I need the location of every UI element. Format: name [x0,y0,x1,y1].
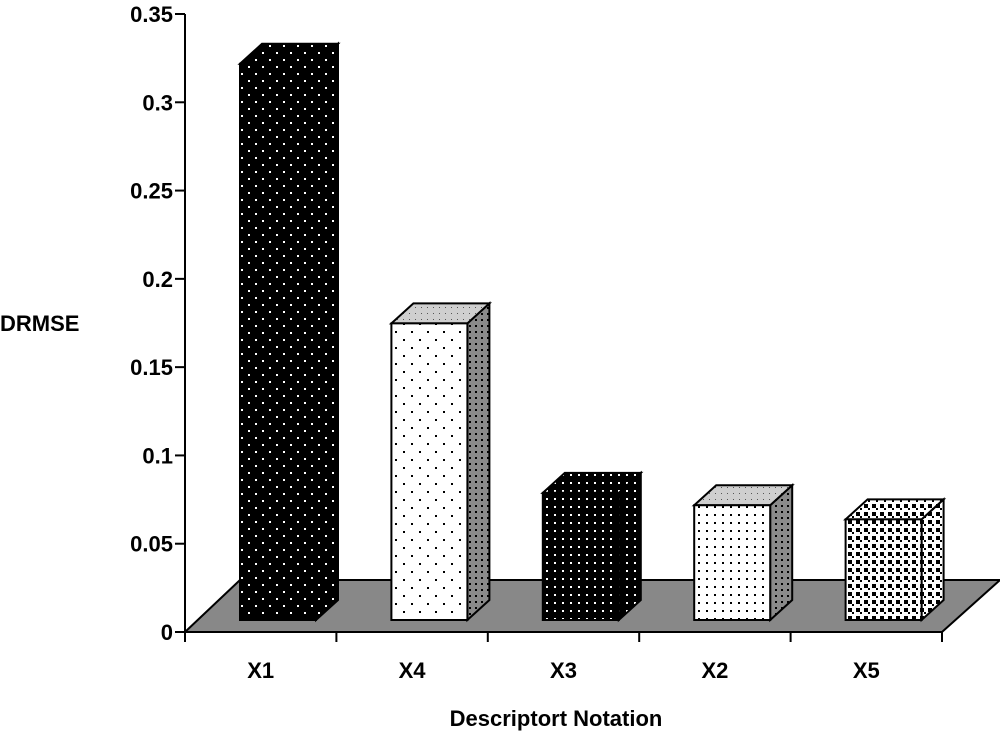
y-tick-label: 0.1 [142,443,173,468]
y-ticks: 0 0.05 0.1 0.15 0.2 0.25 0.3 0.35 [130,2,185,645]
bar-front [239,62,317,622]
bar-side [466,301,491,623]
y-axis-title: DRMSE [0,311,79,336]
x-axis-title: Descriptort Notation [450,706,663,731]
x-tick-label: X4 [399,658,427,683]
x-tick-label: X3 [550,658,577,683]
y-tick-label: 0.15 [130,355,173,380]
bar-front [390,322,469,621]
x-ticks: X1 X4 X3 X2 X5 [184,632,943,683]
x-tick-label: X5 [853,658,880,683]
bar [691,482,795,623]
bar-side [769,482,794,623]
bar [388,301,492,623]
x-tick-label: X2 [701,658,728,683]
y-tick-label: 0.3 [142,90,173,115]
bars [237,41,947,623]
bar-front [541,491,620,621]
bar-front [693,504,772,622]
y-tick-label: 0 [161,620,173,645]
bar [237,41,341,623]
y-tick-label: 0.2 [142,267,173,292]
bar [540,470,644,623]
bar-side [315,41,339,623]
y-tick-label: 0.05 [130,532,173,557]
bar-side [617,470,642,623]
bar [843,497,947,623]
y-tick-label: 0.25 [130,179,173,204]
y-tick-label: 0.35 [130,2,173,27]
bar-front [844,518,923,622]
x-tick-label: X1 [247,658,274,683]
